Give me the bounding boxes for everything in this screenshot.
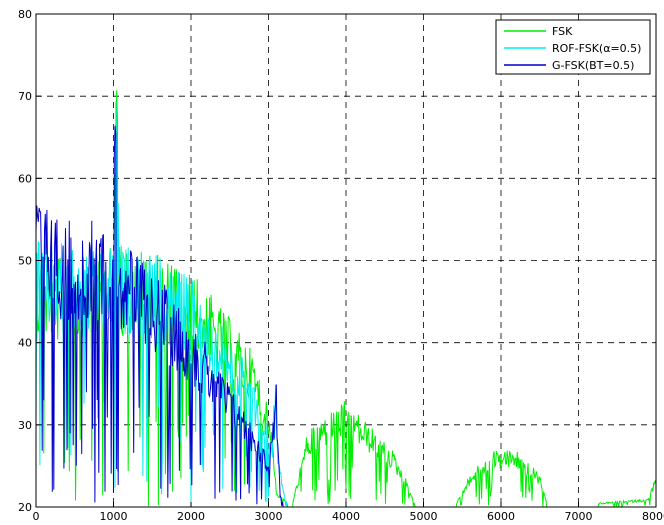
y-tick-label: 50 (18, 255, 32, 268)
x-tick-label: 7000 (565, 510, 593, 521)
x-tick-label: 2000 (177, 510, 205, 521)
x-tick-label: 8000 (642, 510, 664, 521)
tick-layer: 0 1000 2000 3000 4000 5000 6000 7000 8000 20 30 40 5… (18, 8, 664, 523)
legend-label-rof-fsk: ROF-FSK(α=0.5) (552, 42, 641, 55)
y-tick-label: 60 (18, 172, 32, 185)
y-tick-label: 20 (18, 501, 32, 514)
x-tick-label: 4000 (332, 510, 360, 521)
series-line-2 (35, 125, 284, 508)
x-tick-label: 6000 (487, 510, 515, 521)
x-tick-label: 3000 (255, 510, 283, 521)
x-tick-label: 1000 (100, 510, 128, 521)
legend: FSK ROF-FSK(α=0.5) G-FSK(BT=0.5) (495, 19, 651, 75)
y-tick-label: 70 (18, 90, 32, 103)
x-tick-label: 0 (33, 510, 40, 521)
y-tick-label: 40 (18, 337, 32, 350)
y-tick-label: 80 (18, 8, 32, 21)
y-tick-label: 30 (18, 419, 32, 432)
legend-label-g-fsk: G-FSK(BT=0.5) (552, 59, 634, 72)
x-tick-label: 5000 (410, 510, 438, 521)
legend-label-fsk: FSK (552, 25, 573, 38)
grid (36, 14, 656, 507)
